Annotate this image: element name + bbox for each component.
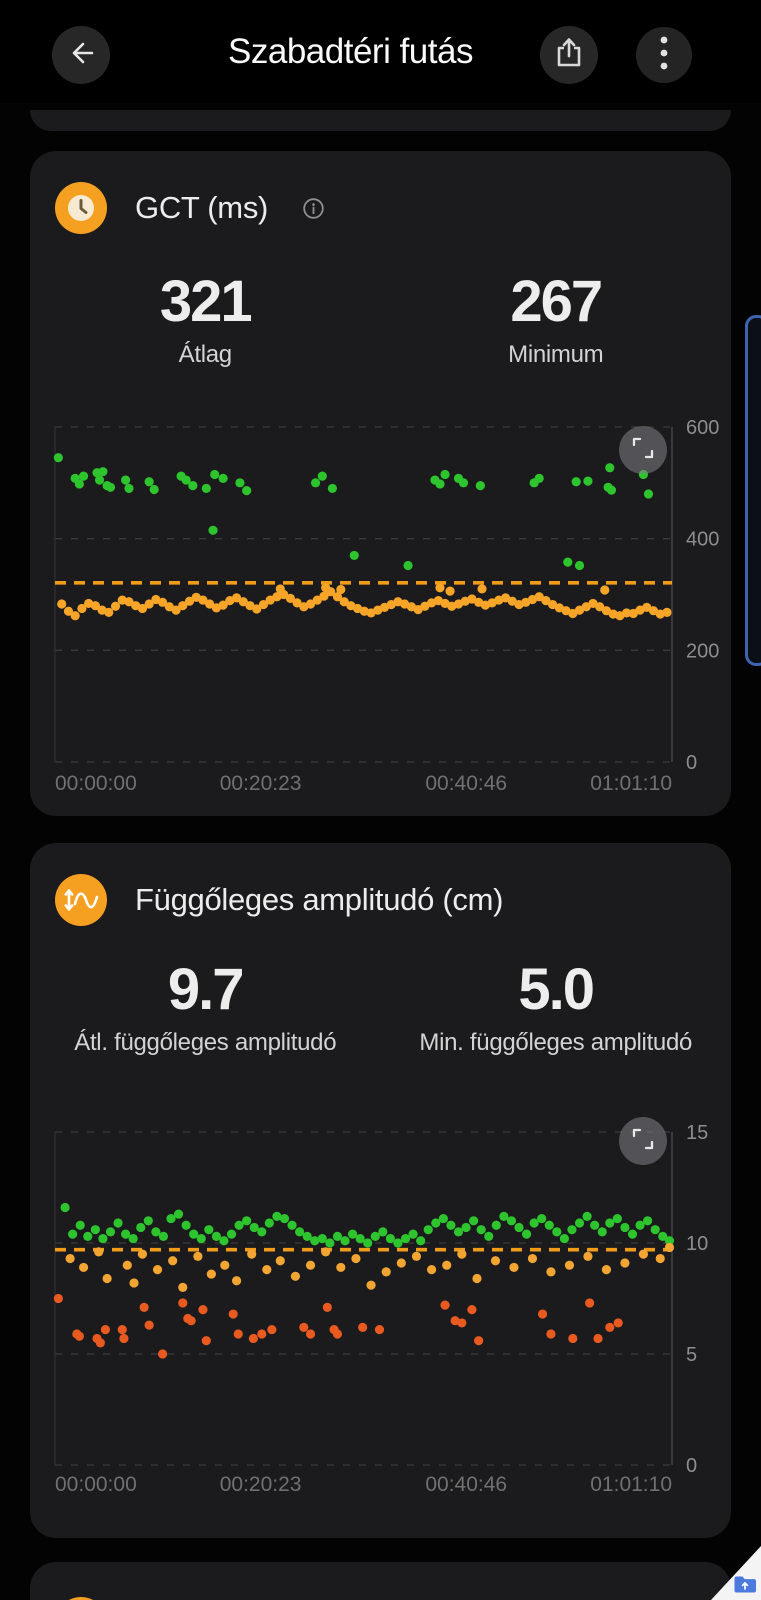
gct-minimum-stat: 267 Minimum [381, 273, 732, 369]
gct-card-header: GCT (ms) [55, 182, 706, 234]
gct-minimum-value: 267 [510, 269, 603, 334]
svg-text:01:01:10: 01:01:10 [590, 772, 672, 795]
svg-text:00:00:00: 00:00:00 [55, 1473, 137, 1496]
arrow-left-icon [65, 37, 97, 74]
gct-expand-button[interactable] [619, 426, 667, 474]
page-title: Szabadtéri futás [228, 32, 473, 71]
amplitude-card-header: Függőleges amplitudó (cm) [55, 874, 706, 926]
amplitude-minimum-value: 5.0 [518, 957, 595, 1022]
svg-text:00:40:46: 00:40:46 [425, 772, 507, 795]
clock-icon [55, 182, 107, 234]
fullscreen-icon [632, 1128, 654, 1155]
svg-text:10: 10 [686, 1233, 708, 1255]
gct-card-title: GCT (ms) [135, 190, 269, 225]
amplitude-card: Függőleges amplitudó (cm) 9.7 Átl. függő… [30, 843, 731, 1538]
info-icon[interactable] [302, 197, 325, 220]
svg-text:00:20:23: 00:20:23 [220, 1473, 302, 1496]
next-card-remnant [30, 1562, 731, 1600]
folder-upload-icon [734, 1576, 756, 1593]
gct-average-value: 321 [159, 269, 253, 334]
amplitude-average-value: 9.7 [167, 957, 245, 1022]
svg-text:00:20:23: 00:20:23 [220, 772, 302, 795]
share-button[interactable] [540, 26, 598, 84]
next-metric-icon [55, 1597, 107, 1600]
gct-scatter-chart[interactable]: 600 400 200 0 00:00:00 00:20:23 00:40:46 01:01:… [30, 397, 731, 801]
svg-text:0: 0 [686, 752, 697, 774]
svg-text:15: 15 [686, 1122, 708, 1144]
svg-text:00:40:46: 00:40:46 [425, 1473, 507, 1496]
vertical-amplitude-icon [55, 874, 107, 926]
previous-card-remnant [30, 110, 731, 131]
amplitude-minimum-stat: 5.0 Min. függőleges amplitudó [381, 961, 732, 1057]
gct-average-label: Átlag [178, 341, 233, 368]
svg-text:01:01:10: 01:01:10 [590, 1473, 672, 1496]
back-button[interactable] [52, 26, 110, 84]
share-icon [553, 36, 585, 75]
amplitude-average-stat: 9.7 Átl. függőleges amplitudó [30, 961, 381, 1057]
amplitude-card-title: Függőleges amplitudó (cm) [135, 882, 504, 917]
svg-text:600: 600 [686, 417, 719, 439]
amplitude-average-label: Átl. függőleges amplitudó [74, 1029, 337, 1056]
svg-text:400: 400 [686, 529, 719, 551]
gct-average-stat: 321 Átlag [30, 273, 381, 369]
gct-stats-row: 321 Átlag 267 Minimum [30, 273, 731, 369]
gct-card: GCT (ms) 321 Átlag 267 Minimum 600 400 200… [30, 151, 731, 816]
edge-panel-handle[interactable] [745, 315, 761, 666]
amplitude-scatter-chart[interactable]: 15 10 5 0 00:00:00 00:20:23 00:40:46 01:01:10 [30, 1088, 731, 1500]
svg-text:5: 5 [686, 1344, 697, 1366]
svg-text:00:00:00: 00:00:00 [55, 772, 137, 795]
more-options-button[interactable] [636, 27, 692, 83]
gct-minimum-label: Minimum [508, 341, 604, 368]
amplitude-expand-button[interactable] [619, 1117, 667, 1165]
svg-text:200: 200 [686, 640, 719, 662]
svg-text:0: 0 [686, 1455, 697, 1477]
app-bar: Szabadtéri futás [0, 0, 761, 103]
amplitude-stats-row: 9.7 Átl. függőleges amplitudó 5.0 Min. f… [30, 961, 731, 1057]
amplitude-minimum-label: Min. függőleges amplitudó [419, 1029, 693, 1056]
kebab-menu-icon [659, 35, 669, 76]
fullscreen-icon [632, 437, 654, 464]
